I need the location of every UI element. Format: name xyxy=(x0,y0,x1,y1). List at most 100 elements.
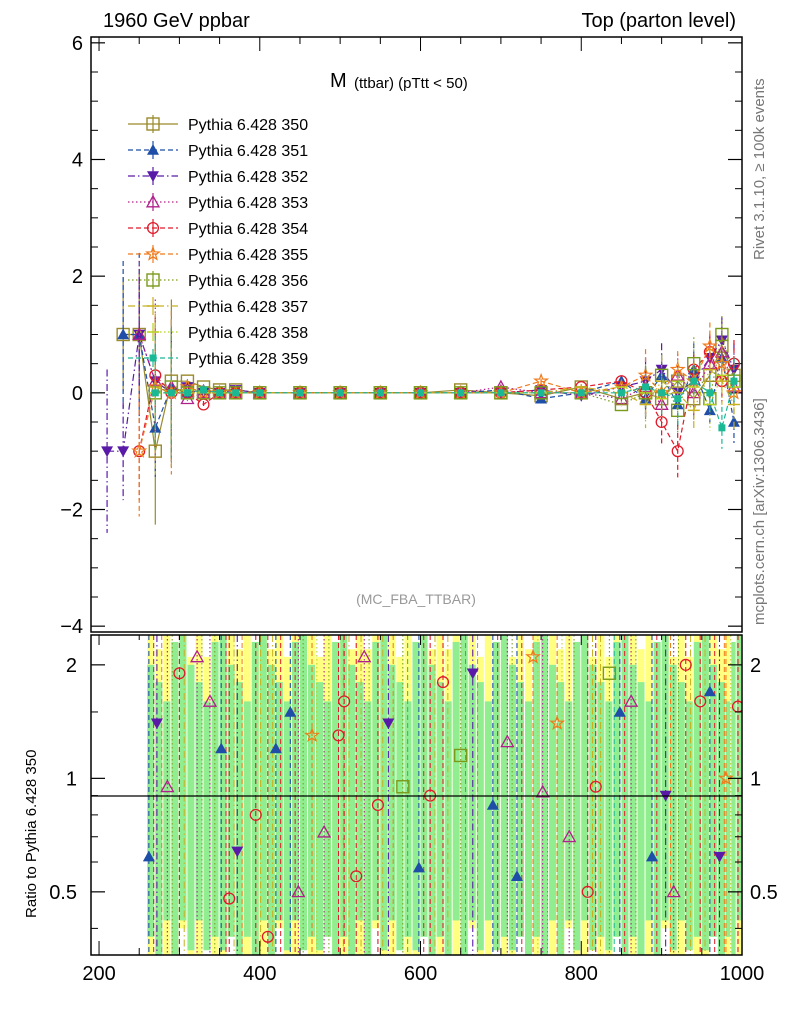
ratio-band-inner xyxy=(436,682,444,937)
ratio-data-point xyxy=(613,705,626,717)
ratio-band-inner xyxy=(179,635,187,921)
ratio-band-inner xyxy=(147,664,155,937)
ratio-data-point xyxy=(142,850,155,862)
data-point xyxy=(727,416,740,427)
ratio-data-point xyxy=(679,658,692,671)
ratio-y-tick-label-right: 1 xyxy=(750,768,761,790)
data-point xyxy=(117,328,130,340)
y-tick-label: 0 xyxy=(72,383,83,405)
ratio-data-point xyxy=(623,694,639,707)
ratio-plot-frame xyxy=(90,634,743,956)
data-point xyxy=(417,389,425,397)
legend-marker xyxy=(146,117,160,131)
ratio-band-inner xyxy=(731,641,736,955)
legend: Pythia 6.428 350 Pythia 6.428 351 Pythia 6… xyxy=(128,115,308,368)
ratio-band-inner xyxy=(155,682,163,955)
rivet-label: Rivet 3.1.10, ≥ 100k events xyxy=(751,78,768,260)
ratio-y-tick-label: 0.5 xyxy=(49,882,77,904)
ratio-band-inner xyxy=(428,664,436,955)
data-point xyxy=(537,389,545,397)
ratio-band-inner xyxy=(701,635,709,951)
data-point xyxy=(336,389,344,397)
data-point xyxy=(671,445,684,458)
ratio-band-inner xyxy=(219,635,227,951)
ratio-band-inner xyxy=(388,664,396,921)
ratio-band-inner xyxy=(364,701,372,955)
ratio-band-inner xyxy=(163,701,171,921)
legend-marker xyxy=(145,245,161,261)
data-point xyxy=(577,389,585,397)
data-point xyxy=(132,327,147,340)
data-point xyxy=(101,446,114,458)
ratio-data-point xyxy=(291,884,306,898)
ratio-data-point xyxy=(717,770,734,786)
legend-marker xyxy=(147,171,159,182)
legend-item: Pythia 6.428 357 xyxy=(128,297,308,316)
ratio-band-inner xyxy=(500,635,508,937)
ratio-band-inner xyxy=(645,701,653,921)
ratio-data-point xyxy=(382,718,395,730)
data-point xyxy=(674,395,682,403)
data-point xyxy=(256,389,264,397)
ratio-plot-panel: 2 2 1 1 0.5 0.5 200 400 600 800 1000 Ratio to Pyt… xyxy=(23,37,778,985)
ratio-band-inner xyxy=(283,701,291,951)
ratio-data-point xyxy=(150,718,163,730)
ratio-band-inner xyxy=(525,701,533,955)
ratio-data-point xyxy=(303,727,320,743)
data-point xyxy=(296,389,304,397)
ratio-data-point xyxy=(261,930,274,943)
analysis-label: (MC_FBA_TTBAR) xyxy=(356,591,476,607)
data-point xyxy=(117,446,130,458)
legend-marker xyxy=(147,144,159,155)
ratio-data-point xyxy=(231,846,244,858)
data-point xyxy=(200,386,208,394)
legend-item: Pythia 6.428 359 xyxy=(128,349,308,368)
ratio-band-inner xyxy=(356,682,364,921)
ratio-band-inner xyxy=(316,682,324,951)
data-point xyxy=(376,389,384,397)
y-tick-label: 4 xyxy=(72,150,83,172)
ratio-y-axis-label: Ratio to Pythia 6.428 350 xyxy=(23,750,40,918)
legend-item: Pythia 6.428 353 xyxy=(128,193,308,212)
data-point xyxy=(216,389,224,397)
ratio-band-inner xyxy=(685,701,693,951)
ratio-band-inner xyxy=(629,664,637,937)
data-point xyxy=(706,389,714,397)
ratio-band-inner xyxy=(243,701,251,937)
y-tick-label: −2 xyxy=(60,500,83,522)
ratio-band-inner xyxy=(476,682,484,951)
ratio-data-point xyxy=(371,798,384,812)
legend-marker xyxy=(146,221,160,235)
ratio-data-point xyxy=(549,714,566,731)
x-axis: 200 400 600 800 1000 xyxy=(82,37,764,985)
ratio-band-inner xyxy=(211,641,219,937)
ratio-data-point xyxy=(202,694,218,707)
ratio-band-inner xyxy=(348,664,356,955)
legend-marker xyxy=(149,354,157,362)
ratio-band-inner xyxy=(227,664,235,937)
ratio-y-axis: 2 2 1 1 0.5 0.5 xyxy=(49,655,778,929)
ratio-band-inner xyxy=(637,682,645,955)
ratio-band-inner xyxy=(677,682,685,921)
ratio-y-tick-label-right: 0.5 xyxy=(750,882,778,904)
data-point xyxy=(497,389,505,397)
ratio-data-point xyxy=(249,808,262,821)
ratio-band-inner xyxy=(452,641,460,921)
ratio-data-point xyxy=(173,667,186,680)
legend-label: Pythia 6.428 356 xyxy=(188,273,308,290)
main-y-axis: 6 4 2 0 −2 −4 xyxy=(60,33,742,638)
ratio-band-inner xyxy=(541,635,549,955)
data-point xyxy=(131,442,148,458)
ratio-data-point xyxy=(466,668,479,680)
ratio-data-point xyxy=(189,649,205,663)
data-point xyxy=(642,383,650,391)
ratio-data-point xyxy=(694,695,707,708)
ratio-band-inner xyxy=(484,701,492,921)
ratio-data-point xyxy=(703,685,716,697)
ratio-data-point xyxy=(589,780,602,793)
ratio-band-inner xyxy=(661,635,669,921)
ratio-data-point xyxy=(713,851,726,863)
ratio-band-inner xyxy=(267,664,275,955)
data-point xyxy=(658,389,666,397)
